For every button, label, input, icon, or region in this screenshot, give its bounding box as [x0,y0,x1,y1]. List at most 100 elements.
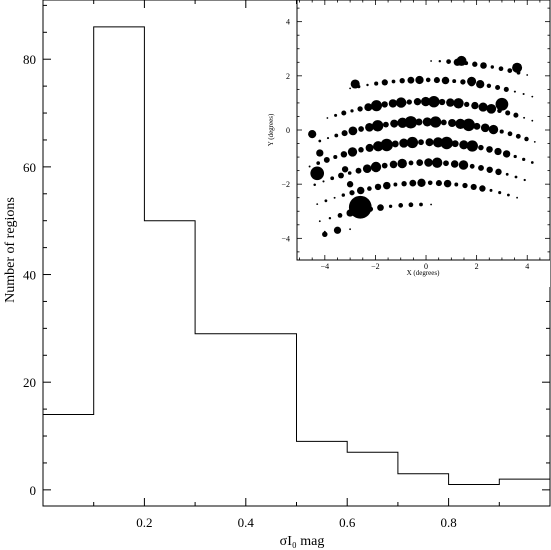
inset-point [355,167,362,174]
inset-point [383,181,391,190]
inset-point [415,75,424,85]
inset-point-large [310,166,325,181]
inset-point [438,98,446,106]
inset-point [347,147,358,157]
inset-point [350,109,354,113]
inset-x-axis-label: X (degrees) [407,269,441,277]
inset-point [318,139,322,143]
inset-point [313,183,316,187]
inset-point [533,141,536,143]
inset-point [334,133,339,138]
inset-point [348,126,358,136]
inset-point [460,79,466,85]
inset-point [498,66,504,72]
inset-point [380,138,393,152]
inset-y-tick-label: 2 [286,72,290,81]
inset-point [515,133,521,139]
inset-point [478,144,484,151]
inset-point [505,110,511,116]
inset-point-large [348,195,372,219]
histogram-bin [449,484,500,506]
inset-x-tick-labels: −4 −2 0 2 4 [321,262,530,271]
inset-point [486,83,492,89]
inset-point [358,147,364,153]
inset-point [388,204,393,208]
inset-point [415,118,423,126]
inset-point [443,179,452,188]
inset-point-large [308,130,317,139]
inset-x-tick-label: −2 [371,262,380,271]
inset-point [381,162,388,169]
inset-point [381,79,388,86]
inset-point [476,80,485,89]
inset-x-tick-label: 2 [475,262,479,271]
main-x-axis-label: σI₀ mag [280,534,325,549]
inset-point [502,150,511,158]
inset-point [365,123,374,132]
inset-point [522,92,525,96]
inset-point [333,226,342,234]
inset-point [486,146,493,153]
inset-y-tick-label: −4 [281,234,290,243]
inset-point-large [467,76,477,86]
inset-point [486,166,493,173]
inset-point [453,98,464,109]
inset-point [316,203,319,206]
inset-point [382,121,389,128]
inset-point [322,180,325,183]
inset-point [389,160,398,169]
inset-point [448,118,457,128]
inset-point [334,113,338,117]
inset-point [498,191,502,195]
inset-point-large [433,120,440,127]
histogram-bin [94,27,145,506]
inset-point [419,202,423,207]
inset-point [318,220,321,223]
inset-point [513,112,519,118]
inset-point [391,140,399,148]
y-tick-label: 60 [23,160,36,175]
inset-point [478,102,488,112]
inset-point [328,216,332,220]
inset-point [469,163,475,169]
inset-point [349,190,355,196]
inset-point [428,95,440,108]
inset-point [407,76,415,84]
inset-point [347,171,352,175]
inset-point [531,95,534,98]
histogram-bin [499,479,550,506]
inset-point [381,101,388,108]
inset-point [531,119,534,122]
inset-point [366,83,369,87]
inset-point [505,172,509,176]
inset-point [489,188,493,192]
inset-x-tick-label: 4 [525,262,529,271]
histogram-bin [347,452,398,506]
inset-point [440,119,447,126]
inset-point [418,139,424,146]
inset-point [522,157,526,162]
inset-point [472,61,478,67]
inset-point [357,106,363,112]
inset-point [486,103,497,114]
histogram-bin [144,221,195,506]
histogram-bin [246,334,297,506]
inset-point [370,100,383,112]
inset-point [478,164,484,171]
main-y-axis-label: Number of regions [3,197,18,303]
inset-point [326,137,330,140]
inset-point [391,79,396,84]
inset-point [494,147,502,156]
inset-point [413,98,422,106]
inset-point [462,118,475,132]
inset-point-large [341,166,349,173]
inset-point [495,168,502,176]
inset-point [446,98,455,107]
inset-y-tick-label: −2 [281,180,290,189]
inset-point [397,158,407,169]
y-tick-label: 20 [23,375,36,390]
inset-point-large [374,183,382,191]
inset-point [341,193,345,197]
inset-point-large [495,97,509,111]
